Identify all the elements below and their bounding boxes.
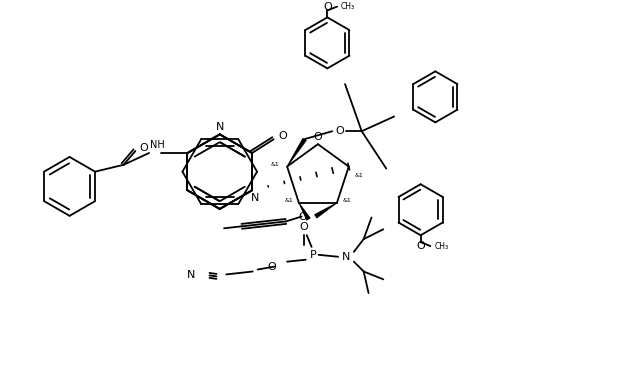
Text: N: N <box>216 121 224 131</box>
Polygon shape <box>314 202 337 219</box>
Text: N: N <box>251 193 259 203</box>
Text: O: O <box>416 241 425 251</box>
Text: &1: &1 <box>343 198 352 203</box>
Text: N: N <box>342 252 350 262</box>
Text: O: O <box>278 131 287 141</box>
Text: CH₃: CH₃ <box>341 2 356 11</box>
Text: &1: &1 <box>284 198 293 203</box>
Text: CH₃: CH₃ <box>435 242 448 251</box>
Text: O: O <box>300 223 308 232</box>
Polygon shape <box>298 203 311 221</box>
Text: N: N <box>186 270 195 280</box>
Text: O: O <box>140 143 149 153</box>
Polygon shape <box>287 138 307 167</box>
Text: O: O <box>335 126 344 136</box>
Text: O: O <box>314 132 322 142</box>
Text: O: O <box>298 212 307 221</box>
Text: &1: &1 <box>355 173 364 178</box>
Text: NH: NH <box>150 140 164 150</box>
Text: O: O <box>323 2 332 12</box>
Text: P: P <box>310 250 317 260</box>
Text: &1: &1 <box>270 162 279 167</box>
Text: O: O <box>268 261 277 272</box>
